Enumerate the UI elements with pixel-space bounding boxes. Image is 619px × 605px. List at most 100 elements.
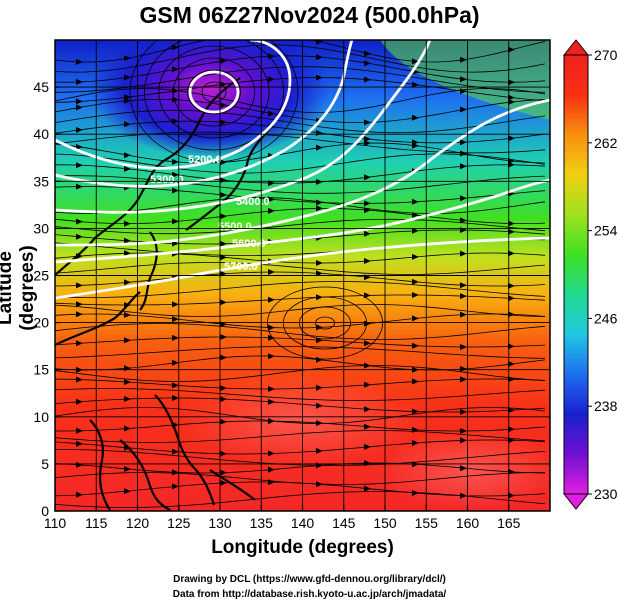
x-tick-label: 145 (332, 515, 356, 531)
streamline-arrow (172, 301, 179, 308)
streamline-arrow (508, 426, 515, 433)
streamline-arrow (76, 183, 83, 190)
streamline-arrow (172, 359, 179, 366)
streamline-arrow (76, 78, 83, 85)
streamline-arrow (364, 406, 371, 413)
streamline-arrow (508, 311, 515, 318)
x-tick-label: 110 (44, 515, 67, 531)
streamline-arrow (508, 135, 515, 142)
streamline-arrow (364, 340, 371, 347)
streamline-arrow (460, 428, 467, 434)
streamline-arrow (460, 293, 467, 300)
warm-patch-1 (180, 375, 420, 465)
streamline-arrow (316, 205, 323, 212)
streamline-arrow (316, 324, 323, 331)
streamline-arrow (124, 165, 131, 172)
streamline-arrow (364, 207, 371, 214)
y-tick-label: 10 (33, 409, 49, 425)
streamline-arrow (124, 97, 131, 104)
streamline-arrow (508, 228, 515, 235)
streamline-arrow (124, 488, 131, 495)
colorbar-tick-label: 270 (594, 47, 618, 63)
streamline-arrow (412, 315, 419, 322)
streamline-arrow (76, 427, 83, 434)
streamline-arrow (364, 230, 371, 237)
warm-patch-2 (380, 430, 550, 510)
streamline-arrow (460, 250, 467, 257)
streamline-arrow (460, 139, 467, 146)
map-title: GSM 06Z27Nov2024 (500.0hPa) (139, 2, 480, 28)
streamline-arrow (76, 126, 83, 133)
streamline-arrow (76, 376, 83, 383)
streamline-arrow (268, 196, 275, 203)
x-tick-label: 140 (291, 515, 315, 531)
streamline-arrow (508, 468, 515, 475)
streamline-arrow (172, 395, 179, 401)
streamline-arrow (268, 324, 275, 331)
streamline-arrow (508, 361, 515, 367)
streamline-arrow (124, 250, 131, 257)
streamline-arrow (76, 218, 83, 225)
x-tick-label: 160 (456, 515, 480, 531)
streamline-arrow (316, 260, 323, 266)
streamline (55, 218, 546, 235)
streamline-arrow (268, 418, 275, 425)
streamline-arrow (172, 187, 179, 194)
x-axis-ticks: 110 115 120 125 130 135 140 145 150 155 160 165 (44, 505, 521, 531)
colorbar-tick-label: 230 (594, 486, 618, 502)
streamline-arrow (364, 200, 371, 207)
streamline-arrow (364, 174, 371, 181)
streamline-arrow (412, 378, 419, 385)
contour-label: 5500.0 (218, 221, 252, 233)
streamline-arrow (364, 443, 371, 450)
streamline (55, 449, 546, 466)
streamline-arrow (124, 220, 131, 227)
streamline-arrow (460, 408, 467, 415)
streamline-arrow (220, 102, 227, 109)
streamline (55, 66, 546, 93)
streamline-arrow (124, 152, 131, 159)
streamline-arrow (220, 34, 227, 40)
streamline (55, 407, 546, 424)
streamline (55, 388, 546, 401)
streamline-arrow (316, 356, 323, 363)
streamline-arrow (460, 76, 467, 83)
streamline-arrow (220, 191, 227, 198)
streamline-swirl (187, 69, 241, 115)
streamline-arrow (220, 450, 227, 457)
streamline-arrow (220, 57, 227, 64)
streamline-arrow (460, 282, 467, 289)
streamline-arrow (124, 55, 131, 62)
streamline-arrow (508, 46, 515, 53)
streamline-arrow (412, 198, 419, 205)
streamline-arrow (268, 53, 275, 60)
streamline-arrow (172, 66, 179, 73)
streamline-arrow (460, 344, 467, 350)
streamline-arrow (460, 150, 467, 157)
streamline-arrow (460, 376, 467, 383)
colorbar-tick-label: 262 (594, 135, 618, 151)
streamline-arrow (460, 163, 467, 170)
streamline-arrow (220, 254, 227, 261)
colorbar-ticks: 230 238 246 254 262 270 (588, 47, 618, 502)
streamline-arrow (364, 258, 371, 264)
streamline-arrow (412, 253, 419, 260)
streamline-arrow (220, 240, 227, 247)
streamline-arrow (364, 136, 371, 142)
y-tick-label: 20 (33, 315, 49, 331)
streamline-arrow (76, 301, 83, 308)
streamline-arrow (172, 158, 179, 165)
streamline-arrow (220, 159, 227, 166)
y-axis-ticks: 0 5 10 15 20 25 30 35 40 45 (33, 79, 61, 519)
streamline-arrow (124, 237, 131, 244)
y-tick-label: 30 (33, 220, 49, 236)
streamline-arrow (316, 178, 323, 185)
streamline-arrow (412, 142, 419, 149)
streamline-arrow (124, 396, 131, 402)
colorbar-tick-label: 238 (594, 398, 618, 414)
streamline-arrow (364, 119, 371, 126)
contour-label: 5700.0 (224, 261, 258, 273)
streamline-arrow (316, 337, 323, 344)
streamline-arrow (220, 119, 227, 126)
streamline-arrow (412, 227, 419, 234)
